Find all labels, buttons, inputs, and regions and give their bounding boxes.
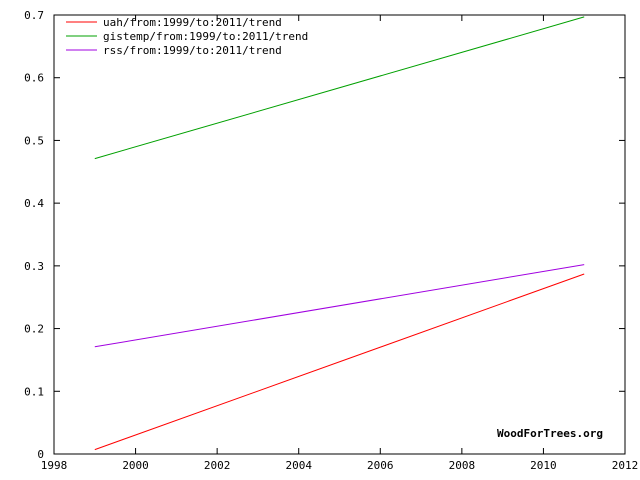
y-tick-label: 0.3 [24,260,44,273]
legend-label: uah/from:1999/to:2011/trend [103,16,282,29]
axis-ticks: 0 0.1 0.2 0.3 0.4 0.5 0.6 0.7 1998 2000 2002 2004 20… [24,9,638,472]
y-tick-label: 0.4 [24,197,44,210]
credit-label: WoodForTrees.org [497,427,603,440]
y-tick-label: 0.7 [24,9,44,22]
series-line-1 [94,16,585,160]
legend: uah/from:1999/to:2011/trendgistemp/from:… [66,16,308,57]
y-tick-label: 0.6 [24,72,44,85]
series-line-0 [94,273,585,451]
series-line-2 [94,264,585,348]
x-tick-label: 2002 [204,459,231,472]
y-tick-label: 0.1 [24,385,44,398]
x-tick-label: 2008 [449,459,476,472]
plot-frame [53,14,626,455]
legend-label: gistemp/from:1999/to:2011/trend [103,30,308,43]
legend-label: rss/from:1999/to:2011/trend [103,44,282,57]
x-tick-label: 2004 [285,459,312,472]
series-lines [94,16,585,451]
x-tick-label: 2006 [367,459,394,472]
x-tick-label: 1998 [41,459,68,472]
y-tick-label: 0 [37,448,44,461]
y-tick-label: 0.5 [24,134,44,147]
x-tick-label: 2012 [612,459,639,472]
x-tick-label: 2000 [122,459,149,472]
x-tick-label: 2010 [530,459,557,472]
y-tick-label: 0.2 [24,323,44,336]
